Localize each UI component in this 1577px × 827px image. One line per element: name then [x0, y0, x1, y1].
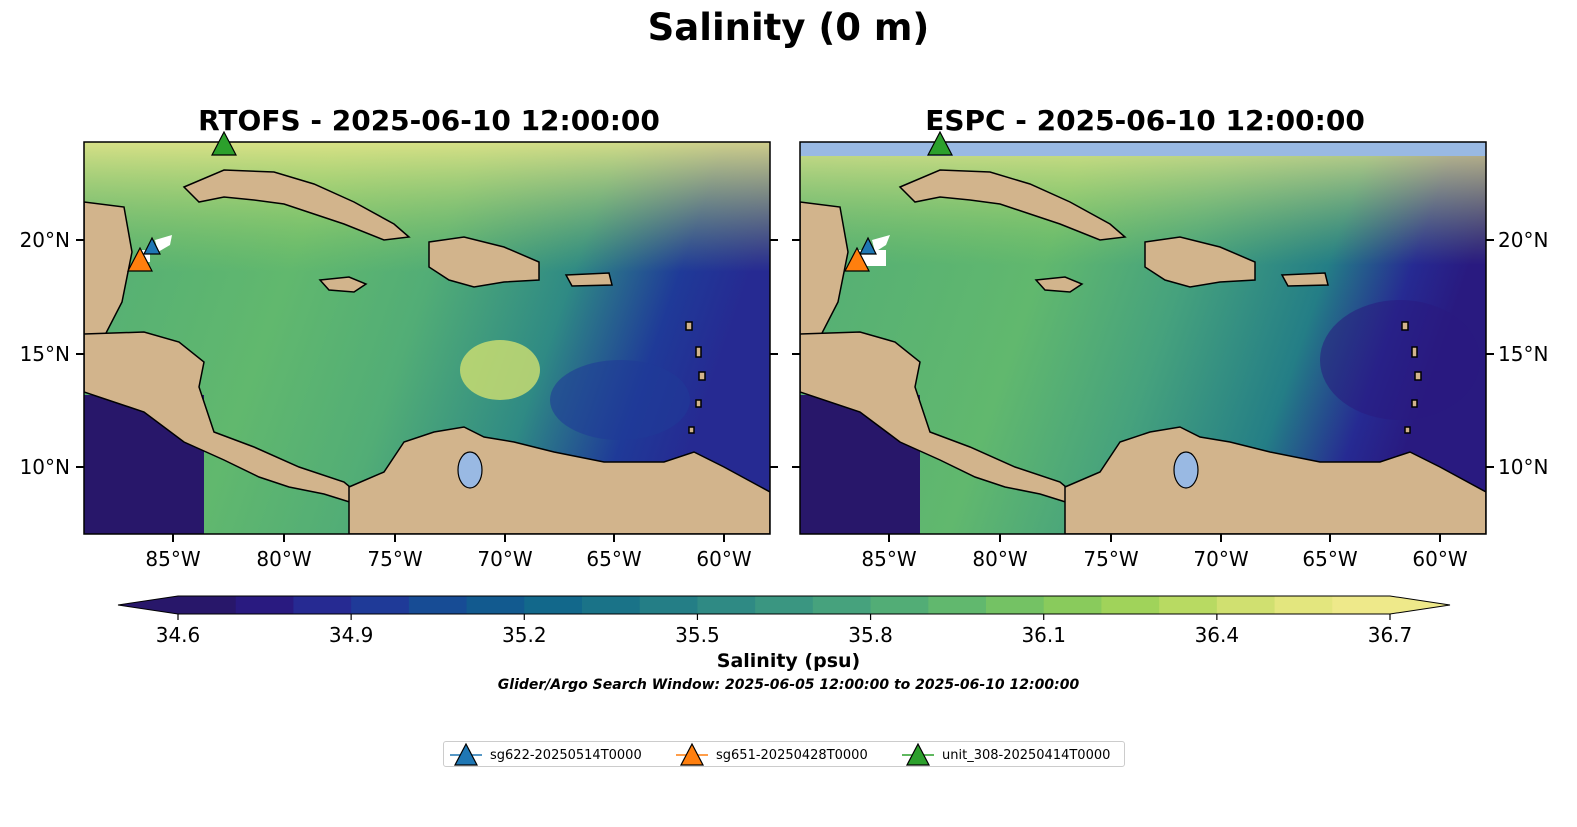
lon-tick-left-2: 75°W	[367, 547, 422, 571]
colorbar	[117, 595, 1451, 615]
colorbar-segment	[1216, 596, 1276, 614]
colorbar-extend-min	[118, 596, 178, 614]
map-panel-espc	[800, 142, 1486, 534]
colorbar-segment	[1274, 596, 1333, 614]
colorbar-segment	[697, 596, 756, 614]
search-window-note: Glider/Argo Search Window: 2025-06-05 12…	[497, 677, 1080, 693]
colorbar-tick-label: 36.1	[1021, 623, 1066, 647]
legend-marker-sg622	[450, 742, 482, 766]
colorbar-ticks: 34.6 34.9 35.2 35.5 35.8 36.1 36.4 36.7	[156, 614, 1413, 647]
lon-tick-right-4: 65°W	[1302, 547, 1357, 571]
colorbar-segment	[1101, 596, 1160, 614]
colorbar-tick-label: 34.9	[329, 623, 374, 647]
colorbar-tick-label: 35.2	[502, 623, 547, 647]
lon-tick-left-3: 70°W	[477, 547, 532, 571]
legend-item-sg622: sg622-20250514T0000	[448, 742, 642, 768]
colorbar-tick-label: 34.6	[156, 623, 201, 647]
lat-tick-right-2: 10°N	[1498, 455, 1548, 479]
lat-tick-left-0: 20°N	[20, 228, 70, 252]
lat-tick-left-2: 10°N	[20, 455, 70, 479]
colorbar-segment	[1043, 596, 1102, 614]
colorbar-segment	[524, 596, 583, 614]
lat-tick-right-1: 15°N	[1498, 342, 1548, 366]
legend-marker-unit308	[902, 742, 934, 766]
marker-sg622	[143, 236, 877, 255]
colorbar-tick-label: 35.5	[675, 623, 720, 647]
lon-tick-left-4: 65°W	[586, 547, 641, 571]
colorbar-segment	[293, 596, 352, 614]
lon-tick-left-5: 60°W	[696, 547, 751, 571]
legend-label-unit308: unit_308-20250414T0000	[942, 747, 1111, 763]
colorbar-tick-label: 36.7	[1368, 623, 1413, 647]
legend-label-sg651: sg651-20250428T0000	[716, 747, 868, 763]
lat-tick-right-0: 20°N	[1498, 228, 1548, 252]
colorbar-segment	[755, 596, 814, 614]
lat-tick-left-1: 15°N	[20, 342, 70, 366]
legend-marker-sg651	[676, 742, 708, 766]
marker-sg651	[127, 246, 870, 272]
colorbar-tick-label: 35.8	[848, 623, 893, 647]
colorbar-segment	[235, 596, 294, 614]
lon-tick-left-0: 85°W	[145, 547, 200, 571]
colorbar-segment	[870, 596, 929, 614]
colorbar-segment	[639, 596, 698, 614]
lon-tick-right-2: 75°W	[1083, 547, 1138, 571]
colorbar-segment	[466, 596, 525, 614]
legend-item-unit308: unit_308-20250414T0000	[900, 742, 1110, 768]
figure-title: Salinity (0 m)	[647, 6, 930, 49]
colorbar-segment	[408, 596, 468, 614]
colorbar-segment	[351, 596, 410, 614]
legend: sg622-20250514T0000 sg651-20250428T0000 …	[443, 741, 1125, 767]
colorbar-tick-label: 36.4	[1195, 623, 1240, 647]
lon-tick-left-1: 80°W	[256, 547, 311, 571]
panel-title-espc: ESPC - 2025-06-10 12:00:00	[925, 104, 1365, 137]
lon-tick-right-1: 80°W	[972, 547, 1027, 571]
colorbar-extend-max	[1390, 596, 1450, 614]
colorbar-segment	[178, 596, 237, 614]
legend-label-sg622: sg622-20250514T0000	[490, 747, 642, 763]
colorbar-segment	[986, 596, 1045, 614]
colorbar-segment	[1332, 596, 1391, 614]
colorbar-segment	[582, 596, 641, 614]
legend-item-sg651: sg651-20250428T0000	[674, 742, 868, 768]
colorbar-segment	[1159, 596, 1218, 614]
map-panel-rtofs	[84, 142, 770, 534]
lon-tick-right-5: 60°W	[1412, 547, 1467, 571]
marker-unit308	[211, 130, 953, 156]
colorbar-segment	[812, 596, 872, 614]
colorbar-label: Salinity (psu)	[716, 650, 861, 672]
panel-title-rtofs: RTOFS - 2025-06-10 12:00:00	[198, 104, 660, 137]
colorbar-segment	[928, 596, 987, 614]
lon-tick-right-0: 85°W	[861, 547, 916, 571]
lon-tick-right-3: 70°W	[1193, 547, 1248, 571]
